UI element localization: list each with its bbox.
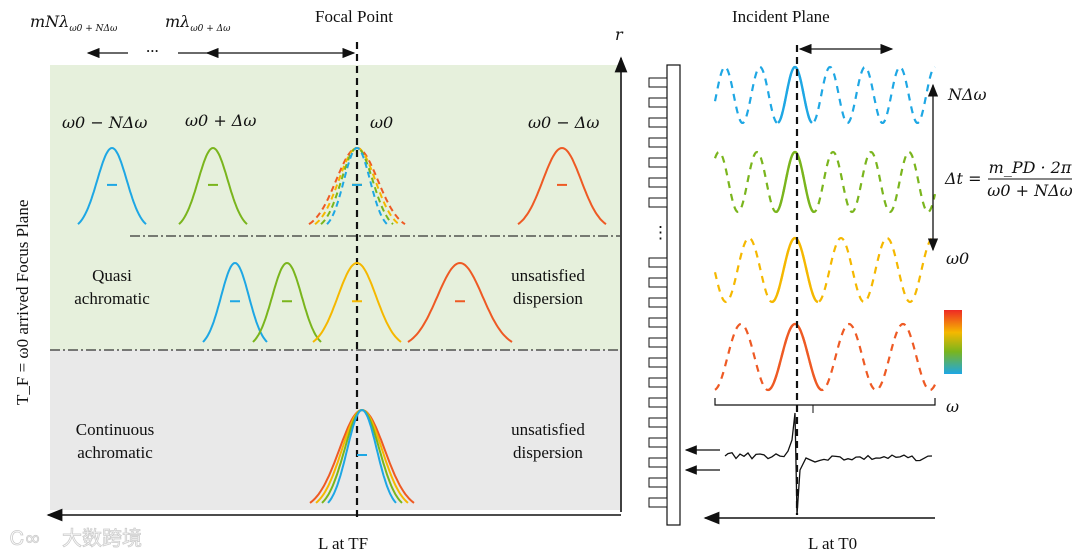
grating-tooth — [648, 277, 668, 288]
delta-t-formula: Δt = m_PD · 2π ω0 + NΔω — [944, 158, 1073, 200]
label-w0: ω0 — [370, 113, 393, 132]
pulse-quasi-green — [252, 261, 322, 343]
grating-tooth — [648, 177, 668, 188]
grating-tooth — [648, 357, 668, 368]
incident-waves — [713, 65, 937, 392]
wave-orange-solid — [767, 322, 823, 392]
far-wavelength-label: mNλω0 + NΔω — [30, 12, 118, 34]
pulse-blue — [77, 146, 147, 225]
pulse-quasi-yellow — [312, 261, 402, 343]
n-delta-omega-label: NΔω — [947, 85, 987, 104]
wave-orange-dashed — [714, 322, 936, 392]
pulse-green — [178, 146, 248, 225]
grating-tooth — [648, 417, 668, 428]
wave-blue-solid — [777, 65, 813, 124]
grating-tooth — [648, 457, 668, 468]
gaussian-pulses — [77, 146, 607, 504]
omega0-label: ω0 — [946, 249, 969, 268]
grating-tooth — [648, 197, 668, 208]
continuous-region-background — [50, 350, 620, 510]
frequency-colorbar — [944, 310, 962, 374]
unsatisfied-label-2: unsatisfied — [511, 420, 585, 439]
y-axis-label: T_F = ω0 arrived Focus Plane — [13, 200, 32, 405]
grating-tooth — [648, 157, 668, 168]
grating-body — [666, 64, 681, 526]
grating-tooth — [648, 437, 668, 448]
grating-tooth — [648, 257, 668, 268]
grating-tooth — [648, 317, 668, 328]
label-w0-minus-dw: ω0 − Δω — [528, 113, 599, 132]
output-signal-trace — [724, 412, 933, 516]
continuous-label: Continuous — [76, 420, 154, 439]
wave-yellow-dashed — [713, 236, 936, 304]
grating-tooth — [648, 377, 668, 388]
x-axis-label-left: L at TF — [318, 534, 368, 553]
grating-tooth — [648, 497, 668, 508]
unsatisfied-label: unsatisfied — [511, 266, 585, 285]
ellipsis: ... — [146, 37, 159, 56]
wave-blue-dashed — [713, 65, 936, 124]
grating — [648, 64, 681, 526]
svg-text:m_PD · 2π: m_PD · 2π — [989, 158, 1072, 177]
grating-tooth — [648, 97, 668, 108]
r-axis-label: r — [615, 25, 624, 44]
grating-tooth — [648, 337, 668, 348]
svg-text:ω0 + NΔω: ω0 + NΔω — [987, 181, 1072, 200]
pulse-cont-blue — [327, 408, 397, 504]
grating-tooth — [648, 77, 668, 88]
grating-tooth — [648, 137, 668, 148]
watermark: 大数跨境 — [62, 526, 142, 550]
x-axis-label-right: L at T0 — [808, 534, 857, 553]
pulse-center-yellow — [314, 146, 400, 225]
omega-axis-label: ω — [946, 397, 959, 416]
wave-bracket — [714, 398, 936, 406]
watermark-logo: Ꮯ∞ — [10, 526, 41, 550]
wave-yellow-solid — [771, 236, 819, 304]
label-w0-minus-ndw: ω0 − NΔω — [62, 113, 147, 132]
dispersion-label-2: dispersion — [513, 443, 583, 462]
dispersion-label: dispersion — [513, 289, 583, 308]
svg-text:Δt =: Δt = — [944, 169, 981, 188]
quasi-label: Quasi — [92, 266, 132, 285]
pulse-quasi-blue — [202, 261, 268, 343]
pulse-quasi-orange — [407, 261, 513, 343]
grating-tooth — [648, 117, 668, 128]
achromatic-label: achromatic — [74, 289, 150, 308]
grating-tooth — [648, 477, 668, 488]
pulse-center-blue — [326, 146, 388, 225]
grating-tooth — [648, 397, 668, 408]
incident-plane-title: Incident Plane — [732, 7, 830, 26]
label-w0-plus-dw: ω0 + Δω — [185, 111, 256, 130]
wave-green-dashed — [713, 150, 937, 214]
wave-green-solid — [775, 150, 815, 214]
near-wavelength-label: mλω0 + Δω — [165, 12, 231, 34]
focal-point-title: Focal Point — [315, 7, 393, 26]
achromatic-label-2: achromatic — [77, 443, 153, 462]
grating-dots: ⋮ — [652, 223, 669, 242]
grating-tooth — [648, 297, 668, 308]
pulse-orange — [517, 146, 607, 226]
